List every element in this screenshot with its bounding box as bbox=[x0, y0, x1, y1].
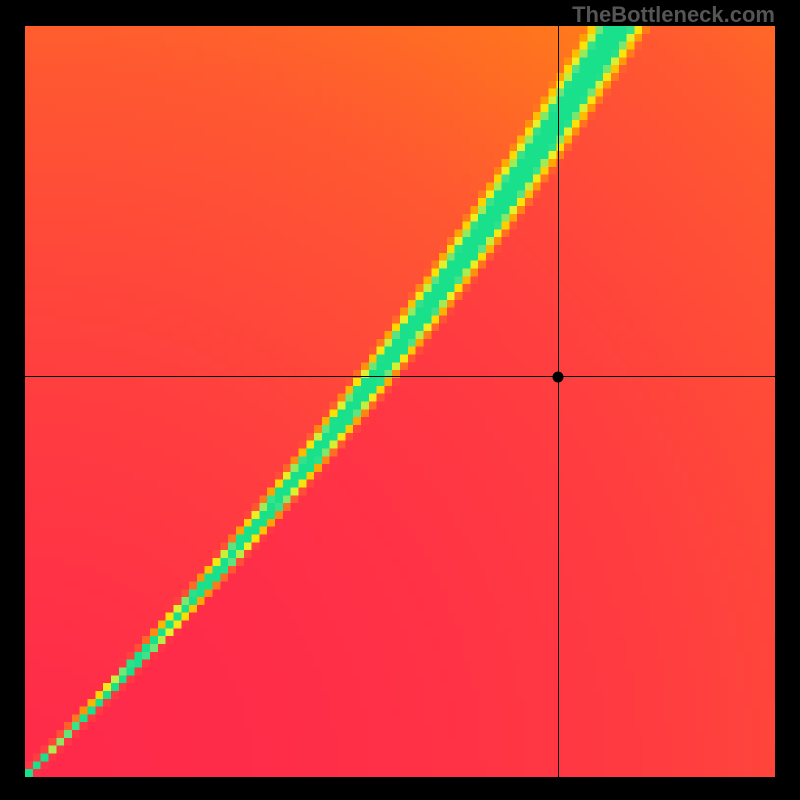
plot-container: TheBottleneck.com bbox=[0, 0, 800, 800]
watermark-text: TheBottleneck.com bbox=[572, 2, 775, 28]
crosshair-horizontal bbox=[25, 376, 775, 377]
crosshair-vertical bbox=[558, 26, 559, 777]
crosshair-marker bbox=[553, 371, 564, 382]
heatmap-canvas bbox=[25, 26, 775, 777]
